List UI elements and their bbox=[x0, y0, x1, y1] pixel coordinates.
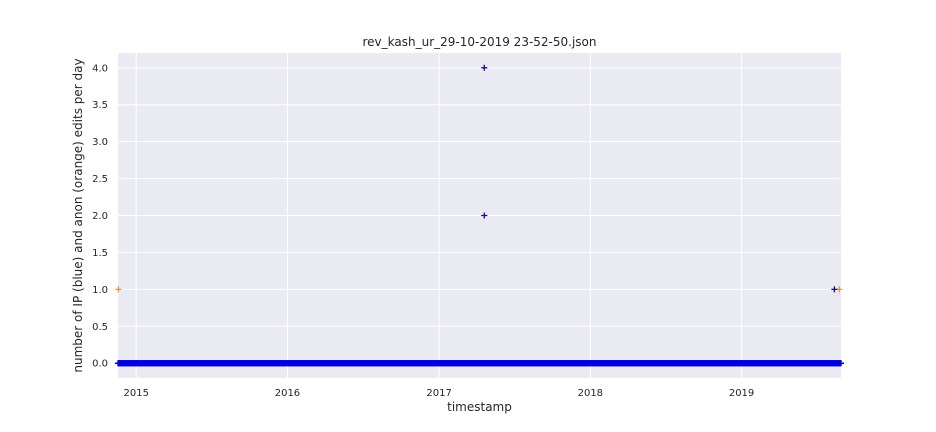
data-point bbox=[831, 286, 838, 293]
data-marks bbox=[115, 64, 844, 367]
y-tick-label: 2.5 bbox=[92, 174, 108, 185]
x-tick-label: 2017 bbox=[426, 388, 451, 399]
data-point bbox=[115, 286, 122, 293]
y-tick-label: 3.0 bbox=[92, 137, 108, 148]
data-point bbox=[481, 212, 488, 219]
data-point bbox=[481, 64, 488, 71]
grid bbox=[118, 53, 841, 378]
zero-point bbox=[838, 360, 844, 367]
x-axis-label: timestamp bbox=[447, 400, 512, 414]
x-tick-label: 2019 bbox=[729, 388, 754, 399]
y-tick-label: 1.0 bbox=[92, 285, 108, 296]
x-axis-ticks: 2015 2016 2017 2018 2019 bbox=[124, 388, 755, 399]
y-tick-label: 3.5 bbox=[92, 100, 108, 111]
x-tick-label: 2015 bbox=[124, 388, 149, 399]
chart-title: rev_kash_ur_29-10-2019 23-52-50.json bbox=[362, 35, 596, 49]
y-tick-label: 0.5 bbox=[92, 322, 108, 333]
y-axis-ticks: 0.0 0.5 1.0 1.5 2.0 2.5 3.0 3.5 4.0 bbox=[92, 63, 108, 369]
y-tick-label: 1.5 bbox=[92, 248, 108, 259]
x-tick-label: 2016 bbox=[275, 388, 300, 399]
y-tick-label: 0.0 bbox=[92, 359, 108, 370]
y-axis-label: number of IP (blue) and anon (orange) ed… bbox=[71, 58, 85, 372]
y-tick-label: 2.0 bbox=[92, 211, 108, 222]
x-tick-label: 2018 bbox=[578, 388, 603, 399]
y-tick-label: 4.0 bbox=[92, 63, 108, 74]
